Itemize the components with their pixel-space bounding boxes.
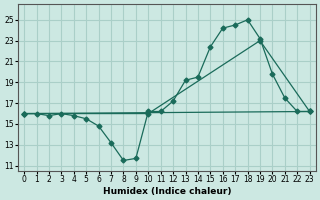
X-axis label: Humidex (Indice chaleur): Humidex (Indice chaleur) [103, 187, 231, 196]
